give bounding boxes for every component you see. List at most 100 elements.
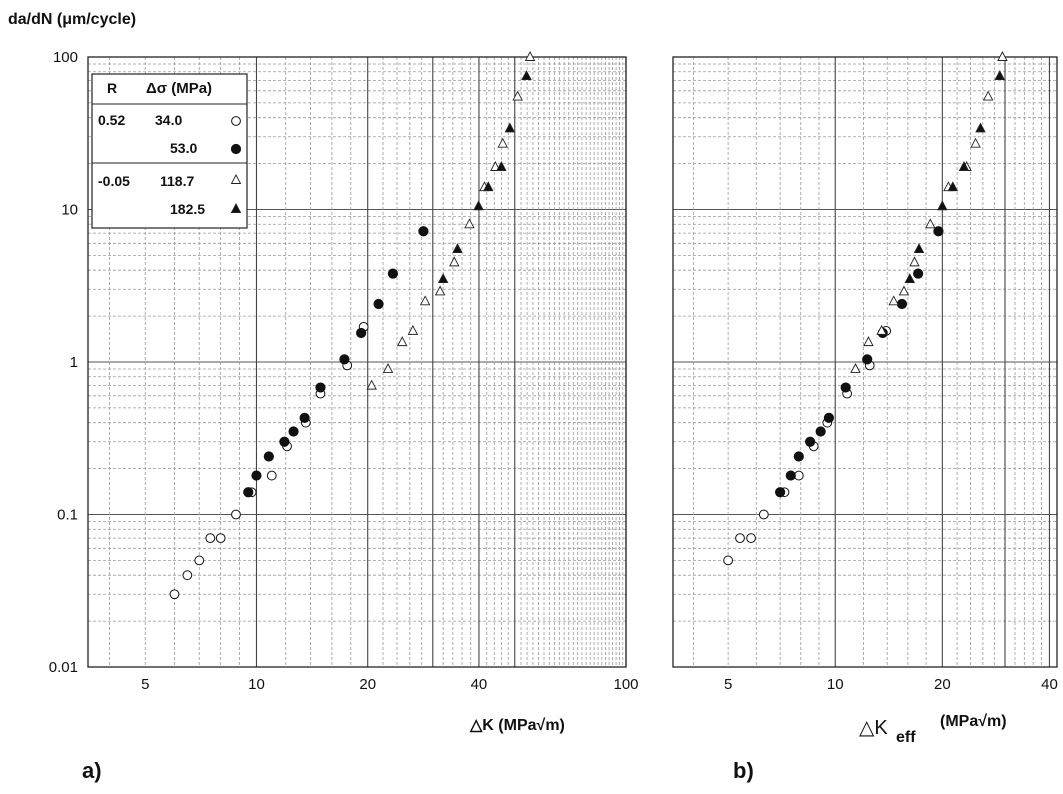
panel-b: 5 10 20 40 △K eff (MPa√m) b) — [672, 51, 1058, 783]
legend: R Δσ (MPa) 0.52 34.0 53.0 -0.05 118.7 18… — [91, 73, 248, 229]
panel-b-x-ticks: 5 10 20 40 — [724, 676, 1058, 693]
panel-b-points — [723, 51, 1008, 566]
y-axis-title: da/dN (μm/cycle) — [8, 11, 136, 28]
y-tick-label: 0.1 — [57, 507, 78, 524]
x-tick-label: 10 — [827, 676, 844, 693]
data-point — [407, 324, 419, 335]
x-tick-label: 10 — [248, 676, 265, 693]
data-point — [958, 161, 970, 171]
legend-marker — [230, 143, 242, 155]
data-point — [504, 122, 516, 133]
data-point — [863, 336, 874, 347]
panel-a-y-ticks: 0.01 0.1 1 10 100 — [49, 49, 78, 676]
data-point — [909, 256, 920, 267]
data-point — [418, 226, 429, 237]
data-point — [947, 181, 959, 192]
data-point — [997, 51, 1008, 61]
data-point — [898, 285, 910, 296]
data-point — [279, 436, 290, 447]
data-point — [339, 354, 350, 365]
legend-ds-3: 118.7 — [160, 173, 194, 189]
legend-ds-1: 34.0 — [155, 112, 182, 128]
data-point — [356, 327, 367, 339]
data-point — [975, 122, 986, 133]
panel-a-x-ticks: 5 10 20 40 100 — [141, 676, 638, 693]
x-tick-label: 20 — [934, 676, 951, 693]
data-point — [266, 470, 277, 481]
legend-ds-2: 53.0 — [170, 140, 197, 156]
data-point — [862, 354, 873, 365]
legend-header-ds: Δσ (MPa) — [146, 80, 212, 97]
data-point — [933, 226, 944, 237]
x-tick-label: 100 — [613, 676, 638, 693]
x-tick-label: 5 — [724, 676, 732, 693]
data-point — [840, 382, 851, 393]
data-point — [437, 273, 449, 283]
data-point — [746, 533, 756, 544]
data-point — [263, 451, 274, 462]
data-point — [288, 426, 299, 437]
data-point — [793, 451, 804, 462]
data-point — [231, 509, 241, 520]
data-point — [483, 181, 494, 192]
x-tick-label: 5 — [141, 676, 149, 693]
data-point — [434, 285, 446, 296]
data-point — [876, 324, 887, 335]
panel-a-frame — [87, 56, 627, 668]
data-point — [850, 363, 861, 373]
data-point — [904, 273, 916, 283]
legend-marker — [230, 203, 242, 213]
data-point — [785, 470, 796, 481]
data-point — [521, 70, 532, 81]
data-point — [888, 295, 899, 306]
panel-b-frame — [672, 56, 1058, 668]
legend-r-3: -0.05 — [98, 173, 130, 189]
data-point — [452, 243, 463, 254]
legend-markers — [230, 116, 242, 213]
data-point — [473, 200, 484, 211]
legend-marker — [231, 116, 241, 126]
data-point — [913, 268, 924, 279]
panel-a-x-label: △K (MPa√m) — [469, 717, 565, 734]
data-point — [524, 51, 536, 61]
data-point — [419, 295, 431, 306]
x-tick-label: 40 — [471, 676, 488, 693]
panel-a-label: a) — [82, 758, 102, 783]
legend-box — [91, 73, 248, 229]
data-point — [815, 426, 826, 437]
data-point — [896, 298, 908, 310]
data-point — [169, 589, 180, 600]
data-point — [373, 298, 384, 310]
data-point — [913, 243, 925, 254]
data-point — [735, 533, 745, 544]
panel-b-x-label: △K — [859, 717, 888, 739]
y-tick-label: 10 — [61, 202, 78, 219]
data-point — [970, 137, 981, 148]
data-point — [982, 90, 994, 101]
panel-b-label: b) — [733, 758, 754, 783]
data-point — [396, 336, 408, 347]
panel-a: 0.01 0.1 1 10 100 5 10 20 40 100 R Δσ (MPa) 0.52… — [49, 49, 639, 783]
panel-a-points — [169, 51, 536, 600]
data-point — [937, 200, 948, 211]
y-tick-label: 1 — [70, 354, 78, 371]
data-point — [182, 570, 193, 581]
data-point — [366, 379, 377, 390]
data-point — [512, 90, 523, 101]
data-point — [805, 436, 816, 447]
data-point — [823, 412, 835, 423]
panel-b-x-label-sub: eff — [896, 729, 916, 746]
data-point — [382, 363, 394, 373]
data-point — [994, 70, 1006, 81]
data-point — [496, 161, 507, 171]
data-point — [315, 382, 326, 393]
data-point — [205, 533, 216, 544]
panel-a-grid — [88, 57, 627, 668]
x-tick-label: 40 — [1041, 676, 1058, 693]
panel-b-x-label-unit: (MPa√m) — [940, 713, 1007, 730]
data-point — [758, 509, 769, 520]
legend-header-r: R — [107, 80, 117, 96]
data-point — [194, 555, 205, 566]
data-point — [387, 268, 399, 279]
legend-r-1: 0.52 — [98, 112, 125, 128]
